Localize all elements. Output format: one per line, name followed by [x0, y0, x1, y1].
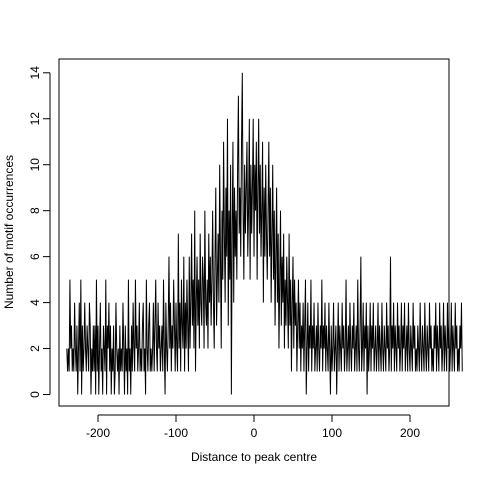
x-axis: -200 -100 0 100 200 — [86, 414, 420, 440]
y-tick-label: 4 — [28, 299, 42, 306]
x-tick-label: 200 — [400, 426, 420, 440]
x-tick-label: -100 — [164, 426, 188, 440]
x-tick-label: 0 — [251, 426, 258, 440]
y-tick-label: 6 — [28, 253, 42, 260]
series-line — [66, 72, 463, 395]
y-axis: 0 2 4 6 8 10 12 14 — [28, 66, 51, 398]
series-layer — [66, 72, 463, 395]
y-tick-label: 10 — [28, 158, 42, 172]
x-tick-label: -200 — [86, 426, 110, 440]
y-tick-label: 8 — [28, 207, 42, 214]
y-tick-label: 12 — [28, 112, 42, 126]
x-axis-label: Distance to peak centre — [191, 450, 317, 464]
y-tick-label: 0 — [28, 391, 42, 398]
plot-frame — [58, 58, 450, 407]
x-tick-label: 100 — [322, 426, 342, 440]
y-axis-label: Number of motif occurrences — [2, 155, 16, 309]
y-tick-label: 14 — [28, 66, 42, 80]
y-tick-label: 2 — [28, 345, 42, 352]
